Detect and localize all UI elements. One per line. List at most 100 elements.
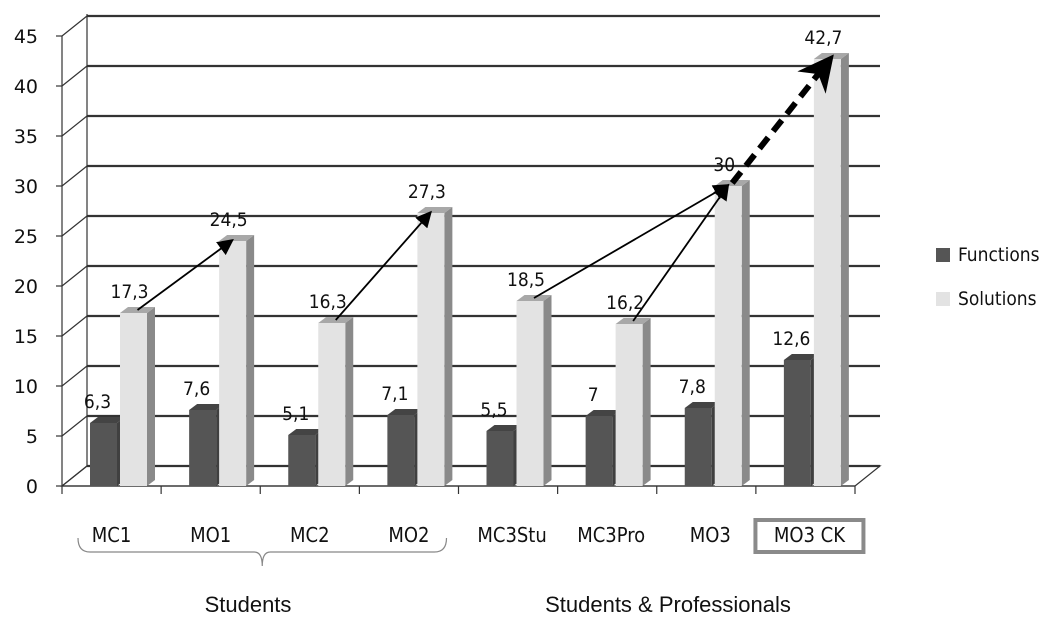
bar-functions-mc1-top [90,417,125,423]
bar-solutions-mc2-value-label: 16,3 [309,291,347,313]
x-tick-label-mc2: MC2 [290,523,330,547]
bar-functions-mc3pro [585,416,613,486]
gridline-side-40 [61,65,88,87]
legend-swatch-functions [936,248,950,262]
bar-solutions-mo3-side [741,180,750,486]
gridline-side-35 [61,115,88,137]
arrow-mo3-to-mo3-ck [729,54,834,185]
bar-solutions-mc2-side [345,317,354,486]
bar-solutions-mc3stu [516,301,544,486]
x-tick-label-mo1: MO1 [190,523,231,547]
bar-functions-mo3-top [684,402,720,408]
bar-solutions-mo1 [219,241,247,486]
bar-functions-mo3-value-label: 7,8 [679,376,706,398]
y-tick-label-25: 25 [14,226,38,248]
bar-solutions-mo1-side [246,235,255,486]
bar-functions-mo1-top [189,404,225,410]
bar-solutions-mc3pro-side [642,318,651,486]
x-tick-label-mc3pro: MC3Pro [577,523,645,547]
arrow-mc3pro-to-mo3 [632,183,730,322]
group-brace-students [77,537,448,567]
legend-label-functions: Functions [958,244,1040,266]
gridline-side-30 [61,165,88,187]
group-label-students-professionals: Students & Professionals [545,592,791,617]
bar-functions-mo3-ck-top [783,354,819,360]
bar-functions-mo2-top [387,409,423,415]
bar-solutions-mc3stu-side [543,295,552,486]
arrow-mc2-to-mo2 [335,210,432,321]
legend: Functions Solutions [936,242,1040,330]
gridline-side-10 [61,365,88,387]
bar-functions-mc3stu-top [486,425,522,431]
gridline-side-45 [61,15,88,37]
legend-item-functions: Functions [936,242,1040,268]
x-tick-label-mc1: MC1 [92,523,132,547]
value-labels: 6,3 17,3 7,6 24,5 5,1 16,3 7,1 27,3 5,5 18,5 7 16,2… [84,27,842,425]
bar-solutions-mo3-ck-value-label: 42,7 [804,27,842,49]
arrow-mc3stu-to-mo3 [533,184,730,299]
bar-functions-mc3pro-value-label: 7 [588,384,599,406]
y-tick-label-20: 20 [14,276,38,298]
bar-solutions-mo3-value-label: 30 [713,154,735,176]
bar-solutions-mo3-ck [813,59,841,486]
bar-functions-mo1-value-label: 7,6 [183,378,210,400]
group-label-students: Students [205,592,292,617]
y-tick-label-15: 15 [14,326,38,348]
gridline-side-25 [61,215,88,237]
group-labels: Students Students & Professionals [77,537,791,617]
bar-functions-mc3stu [486,431,514,486]
bar-solutions-mc3stu-value-label: 18,5 [507,269,545,291]
trend-arrows [136,54,834,322]
floor-outline [60,465,882,487]
bar-functions-mc2 [288,435,316,486]
bar-functions-mo3 [684,408,712,486]
x-axis: MC1 MO1 MC2 MO2 MC3Stu MC3Pro MO3 MO3 CK [61,485,866,554]
y-tick-label-40: 40 [14,76,38,98]
gridline-side-15 [61,315,88,337]
bar-solutions-mo2-value-label: 27,3 [408,181,446,203]
bar-functions-mc2-value-label: 5,1 [282,403,309,425]
y-tick-label-0: 0 [26,476,38,498]
bar-solutions-mc3pro [615,324,643,486]
legend-swatch-solutions [936,292,950,306]
y-tick-label-10: 10 [14,376,38,398]
chart-back-wall [61,14,880,487]
bar-solutions-mc2 [318,323,346,486]
highlight-box-mo3-ck [753,518,866,554]
bar-functions-mo2 [387,415,415,486]
bar-functions-mc1-value-label: 6,3 [84,391,111,413]
arrow-mc1-to-mo1 [136,239,234,311]
bar-solutions-mo2 [417,213,445,486]
legend-item-solutions: Solutions [936,286,1040,312]
y-tick-label-30: 30 [14,176,38,198]
bar-functions-mo3-ck [783,360,811,486]
bar-solutions-mo3-ck-side [840,53,849,486]
x-tick-label-mo2: MO2 [388,523,429,547]
x-tick-label-mc3stu: MC3Stu [477,523,546,547]
bar-functions-mo1 [189,410,217,486]
bar-functions-mo3-ck-value-label: 12,6 [772,328,810,350]
bar-solutions-mc1-side [147,307,155,486]
bars [90,53,849,486]
y-axis: 0 5 10 15 20 25 30 35 40 45 [14,26,63,498]
bar-solutions-mo1-value-label: 24,5 [210,209,248,231]
chart-floor [60,465,882,487]
bar-functions-mo2-value-label: 7,1 [381,383,408,405]
gridline-side-20 [61,265,88,287]
bar-functions-mc3pro-top [585,410,621,416]
x-tick-label-mo3: MO3 [690,523,731,547]
y-tick-label-45: 45 [14,26,38,48]
legend-label-solutions: Solutions [958,288,1037,310]
bar-solutions-mc1-value-label: 17,3 [110,281,148,303]
bar-solutions-mo2-side [444,207,453,486]
y-tick-label-35: 35 [14,126,38,148]
gridline-side-5 [61,415,88,437]
bar-functions-mc3stu-value-label: 5,5 [480,399,507,421]
x-tick-label-mo3-ck: MO3 CK [774,523,846,547]
bar-solutions-mc3pro-value-label: 16,2 [606,292,644,314]
bar-solutions-mo3 [714,186,742,486]
bar-functions-mc1 [90,423,117,486]
bar-solutions-mc1 [120,313,147,486]
y-tick-label-5: 5 [26,426,38,448]
